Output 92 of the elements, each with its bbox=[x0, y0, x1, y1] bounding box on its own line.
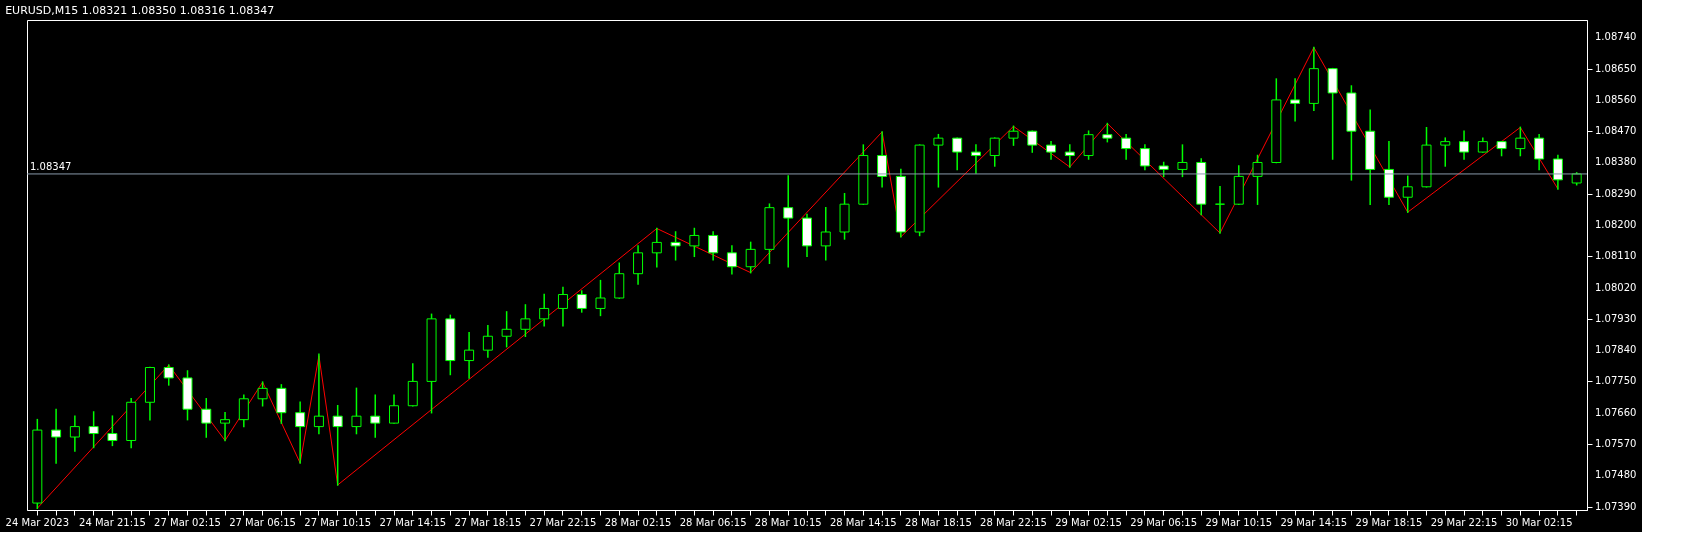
x-tick-label: 29 Mar 10:15 bbox=[1205, 516, 1273, 528]
y-tick-label: 1.08380 bbox=[1595, 156, 1637, 168]
candlestick bbox=[201, 398, 212, 438]
candlestick bbox=[1139, 144, 1150, 171]
y-tick-label: 1.07930 bbox=[1595, 312, 1637, 324]
candlestick bbox=[370, 394, 381, 438]
candlestick bbox=[1459, 130, 1470, 160]
candlestick bbox=[708, 231, 719, 261]
ref-line-label: 1.08347 bbox=[30, 160, 72, 172]
candlestick bbox=[726, 245, 737, 275]
y-tick-label: 1.08740 bbox=[1595, 31, 1637, 43]
candlestick bbox=[933, 133, 944, 188]
y-tick-label: 1.08650 bbox=[1595, 62, 1637, 74]
y-tick-label: 1.07480 bbox=[1595, 469, 1637, 481]
candlestick bbox=[1402, 175, 1413, 213]
y-tick-label: 1.08200 bbox=[1595, 219, 1637, 231]
y-tick-label: 1.07750 bbox=[1595, 375, 1637, 387]
candlestick bbox=[745, 241, 756, 274]
y-tick-label: 1.07840 bbox=[1595, 344, 1637, 356]
candlestick bbox=[295, 401, 306, 464]
candlestick bbox=[1102, 122, 1113, 143]
y-tick-label: 1.07660 bbox=[1595, 406, 1637, 418]
y-tick-label: 1.08020 bbox=[1595, 281, 1637, 293]
candlestick bbox=[51, 408, 62, 464]
x-tick-label: 24 Mar 21:15 bbox=[79, 516, 146, 528]
candlestick bbox=[1515, 126, 1526, 157]
candlestick bbox=[576, 290, 587, 313]
candlestick bbox=[1008, 125, 1019, 146]
candlestick bbox=[501, 311, 512, 348]
candlestick bbox=[464, 332, 475, 379]
candlestick bbox=[313, 353, 324, 435]
candlestick bbox=[107, 415, 118, 447]
x-tick-label: 28 Mar 18:15 bbox=[905, 516, 972, 528]
candlestick bbox=[520, 304, 531, 337]
candlestick bbox=[970, 144, 981, 174]
candlestick bbox=[1177, 144, 1188, 178]
y-tick-label: 1.08470 bbox=[1595, 125, 1637, 137]
candlestick bbox=[69, 415, 80, 452]
x-tick-label: 27 Mar 22:15 bbox=[529, 516, 597, 528]
candlestick bbox=[1121, 133, 1132, 160]
candlestick bbox=[1290, 78, 1301, 122]
chart-title: EURUSD,M15 1.08321 1.08350 1.08316 1.08347 bbox=[5, 4, 275, 17]
x-tick-label: 29 Mar 18:15 bbox=[1355, 516, 1423, 528]
candlestick bbox=[1440, 137, 1451, 167]
x-tick-label: 28 Mar 10:15 bbox=[754, 516, 822, 528]
candlestick bbox=[595, 279, 606, 317]
candlestick bbox=[557, 286, 568, 327]
x-tick-label: 30 Mar 02:15 bbox=[1505, 516, 1573, 528]
candlestick bbox=[670, 231, 681, 261]
y-tick-label: 1.08560 bbox=[1595, 93, 1637, 105]
candlestick bbox=[783, 175, 794, 268]
y-tick-label: 1.08110 bbox=[1595, 250, 1637, 262]
candlestick bbox=[820, 206, 831, 261]
candlestick bbox=[633, 245, 644, 285]
candlestick bbox=[1534, 133, 1545, 171]
candlestick bbox=[1064, 144, 1075, 168]
candlestick bbox=[163, 364, 174, 386]
y-tick-label: 1.07570 bbox=[1595, 437, 1637, 449]
x-tick-label: 29 Mar 02:15 bbox=[1055, 516, 1122, 528]
candlestick bbox=[877, 131, 888, 188]
candlestick bbox=[257, 381, 268, 407]
candlestick bbox=[482, 325, 493, 358]
candlestick bbox=[651, 227, 662, 268]
x-tick-label: 29 Mar 14:15 bbox=[1280, 516, 1348, 528]
candlestick bbox=[351, 387, 362, 435]
x-tick-label: 29 Mar 22:15 bbox=[1430, 516, 1498, 528]
candlestick bbox=[238, 394, 249, 428]
candlestick bbox=[88, 411, 99, 449]
y-tick-label: 1.07390 bbox=[1595, 500, 1637, 512]
candlestick bbox=[1083, 130, 1094, 160]
x-tick-label: 29 Mar 06:15 bbox=[1130, 516, 1198, 528]
x-tick-label: 28 Mar 14:15 bbox=[829, 516, 897, 528]
x-tick-label: 27 Mar 18:15 bbox=[454, 516, 522, 528]
x-tick-label: 28 Mar 22:15 bbox=[980, 516, 1047, 528]
candlestick bbox=[389, 394, 399, 424]
candlestick bbox=[220, 411, 231, 442]
candlestick bbox=[689, 227, 700, 258]
candlestick bbox=[952, 137, 963, 171]
x-tick-label: 27 Mar 06:15 bbox=[229, 516, 296, 528]
y-tick-label: 1.08290 bbox=[1595, 187, 1637, 199]
candlestick bbox=[539, 293, 550, 327]
x-tick-label: 24 Mar 2023 bbox=[5, 516, 70, 528]
candlestick bbox=[1027, 130, 1038, 153]
candlestick bbox=[1552, 154, 1563, 190]
x-tick-label: 27 Mar 02:15 bbox=[154, 516, 221, 528]
candlestick bbox=[1252, 154, 1263, 205]
x-tick-label: 28 Mar 06:15 bbox=[679, 516, 747, 528]
x-tick-label: 28 Mar 02:15 bbox=[604, 516, 672, 528]
candlestick bbox=[989, 137, 1000, 167]
x-tick-label: 27 Mar 14:15 bbox=[379, 516, 447, 528]
x-tick-label: 27 Mar 10:15 bbox=[304, 516, 372, 528]
candlestick bbox=[332, 404, 343, 486]
